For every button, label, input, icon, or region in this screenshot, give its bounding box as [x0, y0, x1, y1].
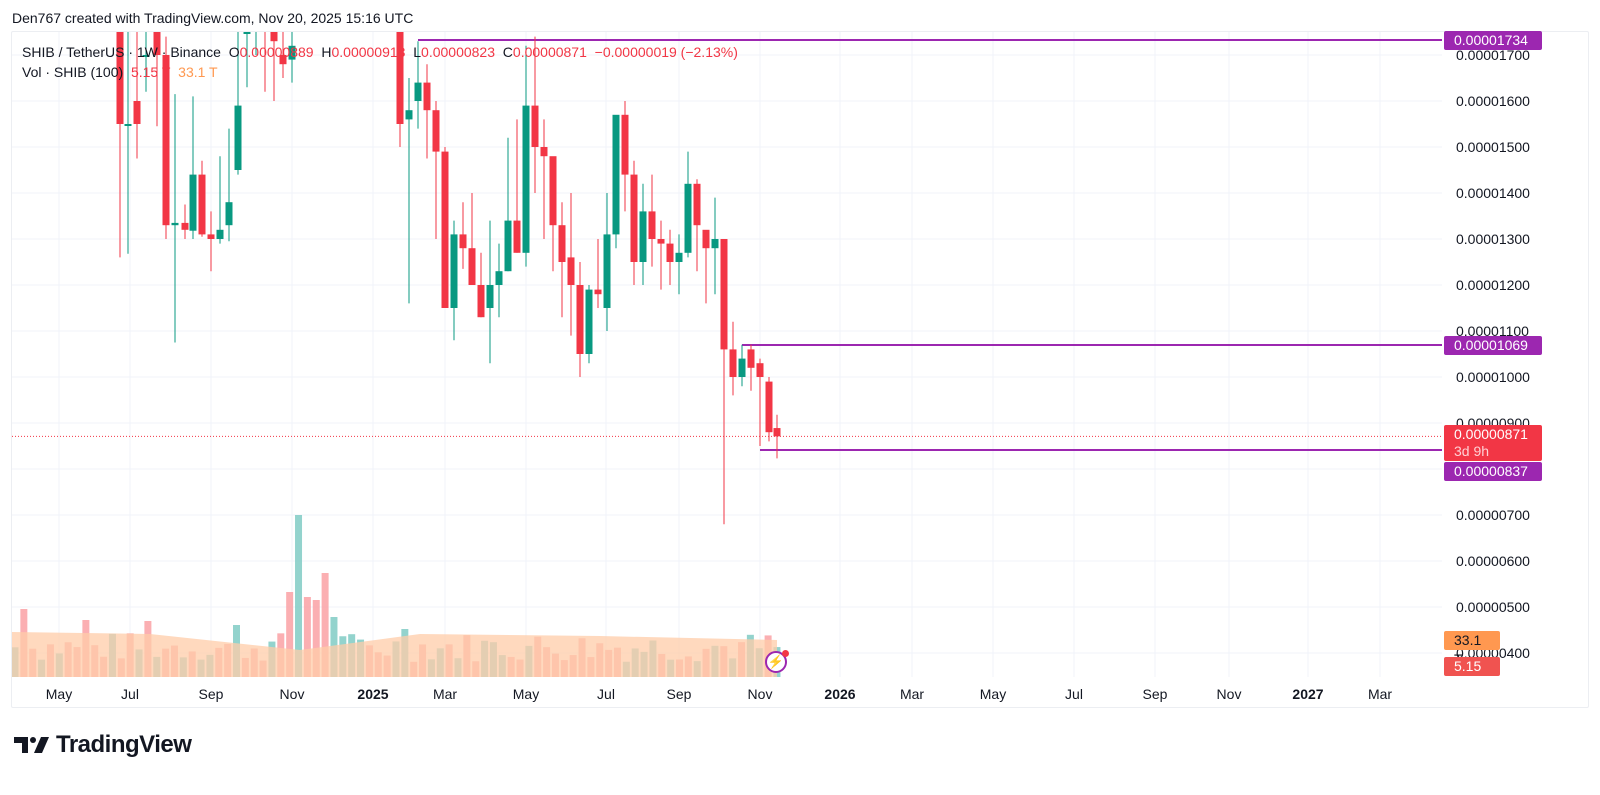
time-tick: 2025 — [357, 686, 389, 702]
price-tick: 0.00001600 — [1456, 93, 1530, 109]
price-tick: 0.00001500 — [1456, 139, 1530, 155]
last-price-tag: 0.00000871 3d 9h — [1444, 425, 1542, 461]
price-tick: 0.00000500 — [1456, 599, 1530, 615]
time-tick: Sep — [1142, 686, 1168, 702]
time-tick: May — [512, 686, 540, 702]
volume-value: 5.15 T — [130, 64, 171, 80]
symbol-label[interactable]: SHIB / TetherUS · 1W · Binance — [22, 44, 221, 60]
price-tick: 0.00001200 — [1456, 277, 1530, 293]
tradingview-logo-icon — [14, 737, 49, 753]
symbol-row: SHIB / TetherUS · 1W · Binance O0.000008… — [22, 44, 738, 60]
chart-frame — [11, 31, 1589, 708]
open-value: 0.00000889 — [239, 44, 314, 60]
price-tick: 0.00000700 — [1456, 507, 1530, 523]
high-value: 0.00000918 — [331, 44, 406, 60]
upper-line-tag: 0.00001734 — [1444, 31, 1542, 50]
time-tick: Sep — [198, 686, 224, 702]
price-tick: 0.00001100 — [1456, 323, 1529, 339]
time-tick: Mar — [432, 686, 458, 702]
price-tick: 0.00000600 — [1456, 553, 1530, 569]
time-tick: 2026 — [824, 686, 856, 702]
time-tick: Nov — [747, 686, 773, 702]
tradingview-logo: TradingView — [14, 731, 192, 759]
time-tick: Nov — [1216, 686, 1242, 702]
time-tick: Nov — [279, 686, 305, 702]
volume-row: Vol · SHIB (100) 5.15 T 33.1 T — [22, 62, 738, 82]
time-tick: Sep — [666, 686, 692, 702]
time-tick: Jul — [121, 686, 139, 702]
chart-credit: Den767 created with TradingView.com, Nov… — [12, 10, 414, 26]
price-tick: 0.00001300 — [1456, 231, 1530, 247]
mid-line-tag: 0.00001069 — [1444, 336, 1542, 355]
chart-legend: SHIB / TetherUS · 1W · Binance O0.000008… — [22, 42, 738, 82]
time-tick: May — [979, 686, 1007, 702]
countdown: 3d 9h — [1454, 443, 1490, 459]
volume-label[interactable]: Vol · SHIB (100) — [22, 64, 124, 80]
volume-ma-tag: 33.1 T — [1444, 631, 1500, 667]
price-tick: 0.00001000 — [1456, 369, 1530, 385]
price-tick: 0.00001700 — [1456, 47, 1530, 63]
time-tick: Mar — [1367, 686, 1393, 702]
time-tick: Jul — [597, 686, 615, 702]
time-tick: May — [45, 686, 73, 702]
notification-dot — [782, 650, 789, 657]
low-value: 0.00000823 — [421, 44, 495, 60]
close-value: 0.00000871 — [512, 44, 587, 60]
change-value: −0.00000019 (−2.13%) — [594, 44, 738, 60]
lightning-icon[interactable]: ⚡ — [765, 650, 789, 673]
time-tick: Mar — [899, 686, 925, 702]
price-tick: 0.00001400 — [1456, 185, 1530, 201]
volume-tag: 5.15 T — [1444, 657, 1500, 693]
volume-ma-value: 33.1 T — [178, 64, 218, 80]
lower-line-tag: 0.00000837 — [1444, 462, 1542, 481]
time-tick: 2027 — [1292, 686, 1324, 702]
time-tick: Jul — [1065, 686, 1083, 702]
